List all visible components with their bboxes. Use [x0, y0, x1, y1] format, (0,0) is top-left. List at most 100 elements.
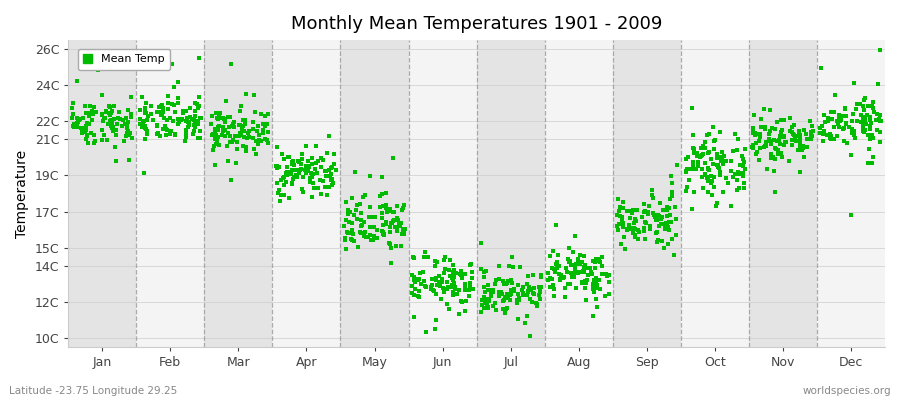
Point — [236, 123, 250, 129]
Point — [383, 241, 398, 248]
Point — [252, 136, 266, 143]
Point — [491, 276, 506, 282]
Point — [239, 144, 254, 150]
Point — [500, 291, 514, 297]
Point — [323, 173, 338, 180]
Point — [534, 272, 548, 278]
Point — [594, 254, 608, 260]
Point — [361, 234, 375, 240]
Point — [363, 173, 377, 179]
Point — [866, 154, 880, 160]
Point — [627, 225, 642, 231]
Point — [123, 111, 138, 118]
Point — [454, 268, 469, 274]
Point — [562, 245, 576, 252]
Point — [582, 265, 597, 271]
Point — [104, 118, 118, 124]
Point — [71, 116, 86, 123]
Point — [793, 139, 807, 146]
Point — [258, 123, 273, 129]
Point — [260, 137, 274, 143]
Point — [611, 227, 625, 234]
Point — [464, 269, 479, 275]
Point — [473, 239, 488, 246]
Point — [442, 306, 456, 312]
Point — [752, 144, 767, 151]
Point — [272, 164, 286, 171]
Point — [65, 114, 79, 121]
Point — [577, 253, 591, 259]
Point — [832, 116, 846, 122]
Point — [624, 208, 638, 214]
Point — [178, 108, 193, 114]
Point — [797, 154, 812, 160]
Point — [774, 128, 788, 135]
Point — [481, 304, 495, 310]
Point — [379, 220, 393, 227]
Point — [686, 159, 700, 166]
Point — [680, 166, 694, 172]
Point — [315, 178, 329, 184]
Point — [79, 110, 94, 116]
Point — [543, 284, 557, 290]
Point — [872, 129, 886, 136]
Point — [325, 176, 339, 183]
Point — [285, 166, 300, 173]
Point — [274, 177, 288, 183]
Point — [495, 298, 509, 304]
Point — [447, 279, 462, 286]
Point — [418, 329, 433, 335]
Point — [385, 209, 400, 216]
Point — [78, 103, 93, 109]
Point — [731, 169, 745, 176]
Point — [338, 198, 353, 205]
Point — [866, 99, 880, 105]
Point — [575, 268, 590, 275]
Point — [658, 226, 672, 233]
Point — [752, 131, 767, 138]
Point — [773, 140, 788, 147]
Point — [289, 172, 303, 178]
Point — [209, 126, 223, 133]
Point — [160, 92, 175, 99]
Point — [160, 106, 175, 113]
Point — [305, 155, 320, 161]
Point — [462, 286, 476, 293]
Point — [571, 259, 585, 266]
Point — [136, 118, 150, 125]
Point — [79, 127, 94, 134]
Point — [388, 223, 402, 230]
Point — [348, 168, 363, 175]
Point — [787, 122, 801, 128]
Point — [636, 209, 651, 215]
Point — [748, 130, 762, 136]
Point — [458, 270, 473, 277]
Point — [104, 104, 118, 111]
Point — [133, 107, 148, 114]
Point — [657, 245, 671, 252]
Point — [662, 218, 676, 225]
Point — [760, 165, 775, 172]
Point — [376, 231, 391, 238]
Point — [834, 116, 849, 123]
Point — [482, 287, 496, 293]
Point — [507, 288, 521, 294]
Point — [481, 282, 495, 288]
Point — [463, 283, 477, 289]
Point — [710, 151, 724, 157]
Point — [649, 217, 663, 223]
Point — [203, 121, 218, 127]
Point — [209, 141, 223, 148]
Point — [138, 105, 152, 111]
Point — [814, 125, 828, 131]
Point — [188, 108, 202, 114]
Point — [857, 107, 871, 114]
Point — [433, 282, 447, 289]
Point — [242, 128, 256, 134]
Point — [821, 118, 835, 124]
Point — [375, 174, 390, 181]
Point — [626, 225, 641, 232]
Point — [137, 170, 151, 176]
Point — [610, 222, 625, 229]
Point — [464, 261, 478, 268]
